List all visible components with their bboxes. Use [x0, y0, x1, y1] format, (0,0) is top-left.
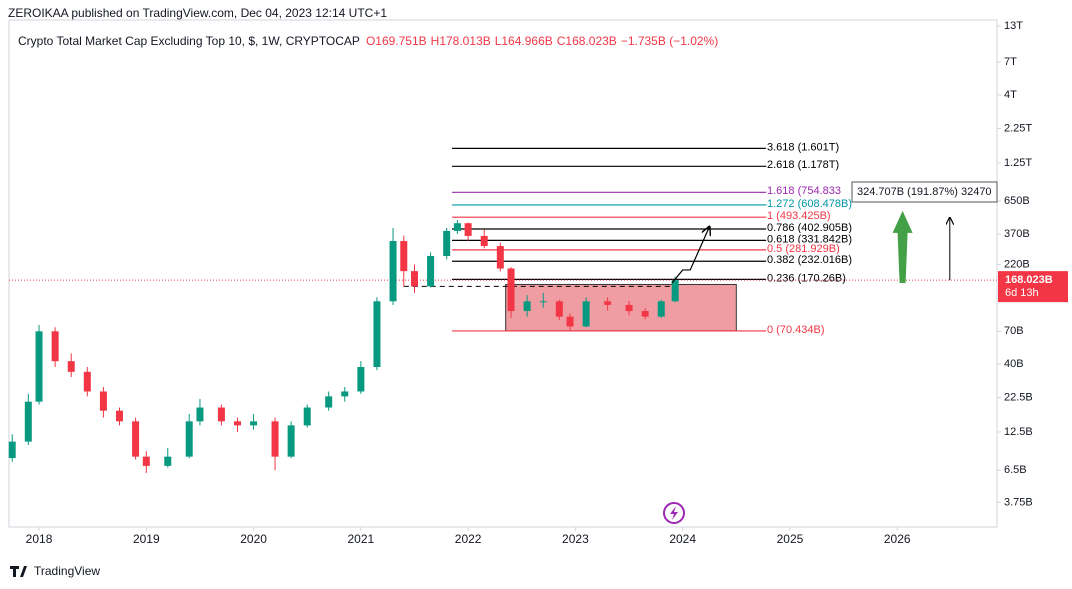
y-tick-label: 2.25T — [1004, 122, 1032, 134]
candle-body — [443, 230, 451, 256]
candle-body — [566, 316, 574, 327]
candle-body — [389, 241, 397, 302]
x-tick-label: 2018 — [26, 532, 53, 546]
x-tick-label: 2022 — [455, 532, 482, 546]
y-tick-label: 4T — [1004, 89, 1017, 101]
y-tick-label: 370B — [1004, 228, 1030, 240]
candle-body — [164, 456, 172, 466]
x-tick-label: 2023 — [562, 532, 589, 546]
candle-body — [539, 301, 547, 303]
y-tick-label: 7T — [1004, 56, 1017, 68]
y-tick-label: 650B — [1004, 195, 1030, 207]
fib-label: 0.382 (232.016B) — [767, 254, 852, 266]
fib-label: 2.618 (1.178T) — [767, 159, 839, 171]
x-tick-label: 2024 — [669, 532, 696, 546]
candle-body — [641, 311, 649, 317]
candle-body — [24, 401, 32, 442]
tv-logo — [10, 566, 27, 577]
y-tick-label: 12.5B — [1004, 426, 1033, 438]
plot-frame — [8, 19, 998, 528]
candle-body — [357, 367, 365, 392]
candle-body — [625, 304, 633, 312]
candle-body — [217, 407, 225, 422]
measure-label: 324.707B (191.87%) 32470 — [857, 186, 992, 198]
candle-body — [67, 361, 75, 372]
logo-badge — [663, 502, 685, 524]
fib-label: 1.618 (754.833 — [767, 185, 841, 197]
candle-body — [132, 421, 140, 457]
candle-body — [99, 391, 107, 411]
measure-box — [851, 181, 998, 203]
candle-body — [373, 301, 381, 368]
candle-body — [341, 391, 349, 397]
candle-body — [657, 301, 665, 317]
legend-value: O169.751B — [366, 34, 427, 48]
legend-title: Crypto Total Market Cap Excluding Top 10… — [18, 34, 360, 48]
candle-body — [400, 241, 408, 272]
price-tag-countdown: 6d 13h — [1005, 287, 1039, 299]
y-tick-label: 22.5B — [1004, 392, 1033, 404]
candle-body — [496, 246, 504, 269]
y-tick-label: 1.25T — [1004, 157, 1032, 169]
green-arrow — [892, 210, 913, 283]
header: ZEROIKAA published on TradingView.com, D… — [8, 6, 387, 20]
y-tick-label: 13T — [1004, 20, 1023, 32]
candle-body — [555, 301, 563, 317]
candle-body — [523, 301, 531, 312]
y-tick-label: 6.5B — [1004, 464, 1027, 476]
candle-body — [303, 407, 311, 426]
fib-label: 0.236 (170.26B) — [767, 272, 846, 284]
candle-body — [142, 456, 150, 466]
candle-body — [233, 421, 241, 426]
fib-label: 0.618 (331.842B) — [767, 233, 852, 245]
candle-body — [604, 301, 612, 305]
price-tag — [998, 271, 1068, 303]
footer: TradingView — [34, 564, 100, 578]
candle-body — [427, 255, 435, 287]
candle-body — [250, 421, 258, 426]
fib-label: 0.786 (402.905B) — [767, 222, 852, 234]
y-tick-label: 40B — [1004, 358, 1024, 370]
candle-body — [582, 301, 590, 327]
fib-label: 0 (70.434B) — [767, 324, 824, 336]
y-tick-label: 220B — [1004, 258, 1030, 270]
fib-label: 0.5 (281.929B) — [767, 243, 840, 255]
candle-body — [453, 223, 461, 231]
candle-body — [480, 235, 488, 247]
legend-value: −1.735B (−1.02%) — [621, 34, 718, 48]
projection-path — [671, 227, 710, 284]
fib-label: 1 (493.425B) — [767, 210, 831, 222]
candle-body — [196, 407, 204, 422]
legend-value: L164.966B — [495, 34, 553, 48]
x-tick-label: 2021 — [348, 532, 375, 546]
legend: Crypto Total Market Cap Excluding Top 10… — [18, 34, 718, 48]
candle-body — [51, 331, 59, 362]
y-tick-label: 70B — [1004, 325, 1024, 337]
candle-body — [464, 223, 472, 236]
candle-body — [185, 421, 193, 457]
price-tag-label: 168.023B — [1005, 274, 1053, 286]
candle-body — [507, 268, 515, 312]
fib-label: 3.618 (1.601T) — [767, 141, 839, 153]
candle-body — [287, 425, 295, 457]
legend-value: H178.013B — [431, 34, 491, 48]
x-tick-label: 2025 — [777, 532, 804, 546]
range-box — [505, 283, 737, 332]
candle-body — [325, 396, 333, 408]
x-tick-label: 2019 — [133, 532, 160, 546]
candle-body — [35, 331, 43, 402]
candle-body — [271, 421, 279, 457]
fib-label: 1.272 (608.478B) — [767, 198, 852, 210]
candle-body — [410, 271, 418, 287]
x-tick-label: 2020 — [240, 532, 267, 546]
candle-body — [83, 371, 91, 392]
candle-body — [8, 441, 16, 459]
y-tick-label: 3.75B — [1004, 496, 1033, 508]
candle-body — [671, 280, 679, 302]
candle-body — [115, 410, 123, 422]
x-tick-label: 2026 — [884, 532, 911, 546]
legend-value: C168.023B — [557, 34, 617, 48]
